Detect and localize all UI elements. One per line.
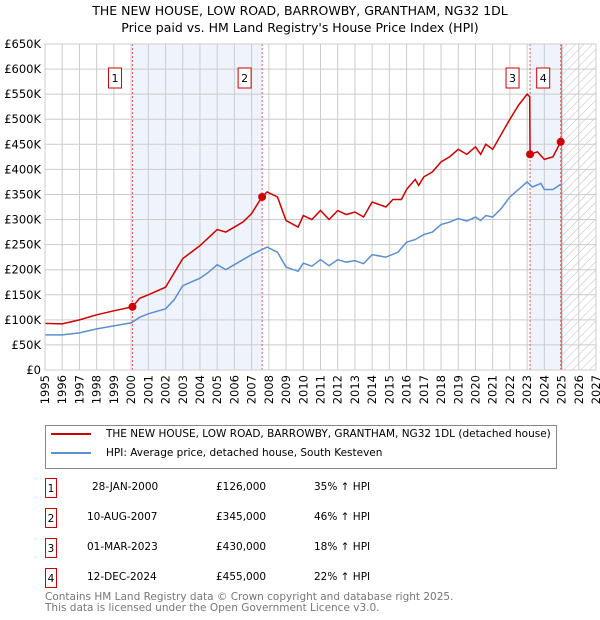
- plot-frame: [44, 43, 597, 371]
- sale-hpi-diff: 46% ↑ HPI: [314, 511, 371, 523]
- sale-date: 28-JAN-2000: [92, 481, 159, 493]
- x-tick-label: 2027: [589, 375, 600, 404]
- x-tick-label: 2003: [176, 375, 190, 404]
- x-tick-label: 2004: [193, 375, 207, 404]
- y-tick-label: £350K: [4, 187, 41, 201]
- sale-date: 10-AUG-2007: [87, 511, 158, 523]
- x-tick-label: 2010: [296, 375, 310, 404]
- x-tick-label: 2020: [468, 375, 482, 404]
- legend-label-property: THE NEW HOUSE, LOW ROAD, BARROWBY, GRANT…: [106, 428, 551, 440]
- x-tick-label: 2012: [331, 375, 345, 404]
- legend-swatch-hpi: [51, 452, 91, 454]
- x-tick-label: 2000: [124, 375, 138, 404]
- y-tick-label: £300K: [4, 213, 41, 227]
- legend-swatch-property: [51, 433, 91, 435]
- x-tick-label: 2022: [503, 375, 517, 404]
- y-tick-label: £250K: [4, 238, 41, 252]
- x-tick-label: 1998: [90, 375, 104, 404]
- x-tick-label: 2001: [141, 375, 155, 404]
- y-tick-label: £550K: [4, 87, 41, 101]
- sale-point: [258, 192, 267, 201]
- sale-hpi-diff: 35% ↑ HPI: [314, 481, 371, 493]
- chart-subtitle: Price paid vs. HM Land Registry's House …: [121, 20, 479, 35]
- sale-label-number: 4: [540, 72, 547, 85]
- y-tick-label: £600K: [4, 62, 41, 76]
- sale-hpi-diff: 18% ↑ HPI: [314, 541, 371, 553]
- sale-point: [556, 137, 565, 146]
- x-tick-label: 2008: [262, 375, 276, 404]
- y-tick-label: £0: [26, 363, 41, 377]
- x-tick-label: 1999: [107, 375, 121, 404]
- sale-row: 1 28-JAN-2000 £126,000 35% ↑ HPI: [45, 478, 545, 498]
- sale-date: 01-MAR-2023: [87, 541, 158, 553]
- y-tick-label: £100K: [4, 313, 41, 327]
- x-tick-label: 2025: [555, 375, 569, 404]
- x-tick-label: 2018: [434, 375, 448, 404]
- shaded-period-1-2: [132, 44, 263, 370]
- sale-row: 3 01-MAR-2023 £430,000 18% ↑ HPI: [45, 538, 545, 558]
- x-tick-label: 2015: [382, 375, 396, 404]
- x-tick-label: 2019: [451, 375, 465, 404]
- y-tick-label: £450K: [4, 137, 41, 151]
- sale-row: 2 10-AUG-2007 £345,000 46% ↑ HPI: [45, 508, 545, 528]
- x-tick-label: 2014: [365, 375, 379, 404]
- footer-line-2: This data is licensed under the Open Gov…: [45, 602, 380, 614]
- sale-label-box: [505, 67, 520, 89]
- sale-marker-number: 2: [45, 508, 57, 528]
- sale-date: 12-DEC-2024: [87, 571, 157, 583]
- sale-label-box: [536, 67, 551, 89]
- x-tick-label: 2009: [279, 375, 293, 404]
- sale-point: [526, 150, 535, 159]
- sale-marker-number: 1: [45, 478, 57, 498]
- x-tick-label: 2006: [227, 375, 241, 404]
- y-tick-label: £150K: [4, 288, 41, 302]
- hpi-line: [45, 180, 562, 336]
- x-tick-label: 1995: [38, 375, 52, 404]
- x-tick-label: 2017: [417, 375, 431, 404]
- sale-label-number: 2: [241, 72, 248, 85]
- chart-title: THE NEW HOUSE, LOW ROAD, BARROWBY, GRANT…: [92, 3, 508, 18]
- sale-price: £430,000: [216, 541, 267, 553]
- sale-marker-number: 4: [45, 568, 57, 588]
- x-tick-label: 2023: [520, 375, 534, 404]
- footer-line-1: Contains HM Land Registry data © Crown c…: [45, 591, 454, 603]
- price-chart: £0 £50K £100K £150K £200K £250K £300K £350K £400…: [4, 37, 600, 404]
- sale-price: £455,000: [216, 571, 267, 583]
- sale-label-box: [237, 67, 252, 89]
- sale-price: £345,000: [216, 511, 267, 523]
- shaded-period-3-4: [530, 44, 561, 370]
- x-tick-label: 2005: [210, 375, 224, 404]
- sale-marker-number: 3: [45, 538, 57, 558]
- x-tick-label: 2021: [486, 375, 500, 404]
- property-price-line: [44, 93, 562, 325]
- x-tick-label: 1996: [55, 375, 69, 404]
- sale-row: 4 12-DEC-2024 £455,000 22% ↑ HPI: [45, 568, 545, 588]
- x-tick-label: 2013: [348, 375, 362, 404]
- y-tick-label: £50K: [12, 338, 42, 352]
- sale-point: [128, 302, 137, 311]
- y-tick-label: £200K: [4, 263, 41, 277]
- legend: THE NEW HOUSE, LOW ROAD, BARROWBY, GRANT…: [45, 425, 557, 469]
- sale-hpi-diff: 22% ↑ HPI: [314, 571, 371, 583]
- x-tick-label: 2011: [314, 375, 328, 404]
- sale-label-number: 1: [111, 72, 118, 85]
- x-tick-label: 2007: [245, 375, 259, 404]
- x-tick-label: 2016: [400, 375, 414, 404]
- legend-label-hpi: HPI: Average price, detached house, Sout…: [106, 447, 383, 459]
- sale-label-box: [107, 67, 122, 89]
- y-tick-label: £400K: [4, 162, 41, 176]
- sale-label-number: 3: [509, 72, 516, 85]
- x-tick-label: 2024: [537, 375, 551, 404]
- sale-price: £126,000: [216, 481, 267, 493]
- x-tick-label: 1997: [72, 375, 86, 404]
- x-tick-label: 2026: [572, 375, 586, 404]
- y-tick-label: £650K: [4, 37, 41, 51]
- y-tick-label: £500K: [4, 112, 41, 126]
- x-tick-label: 2002: [159, 375, 173, 404]
